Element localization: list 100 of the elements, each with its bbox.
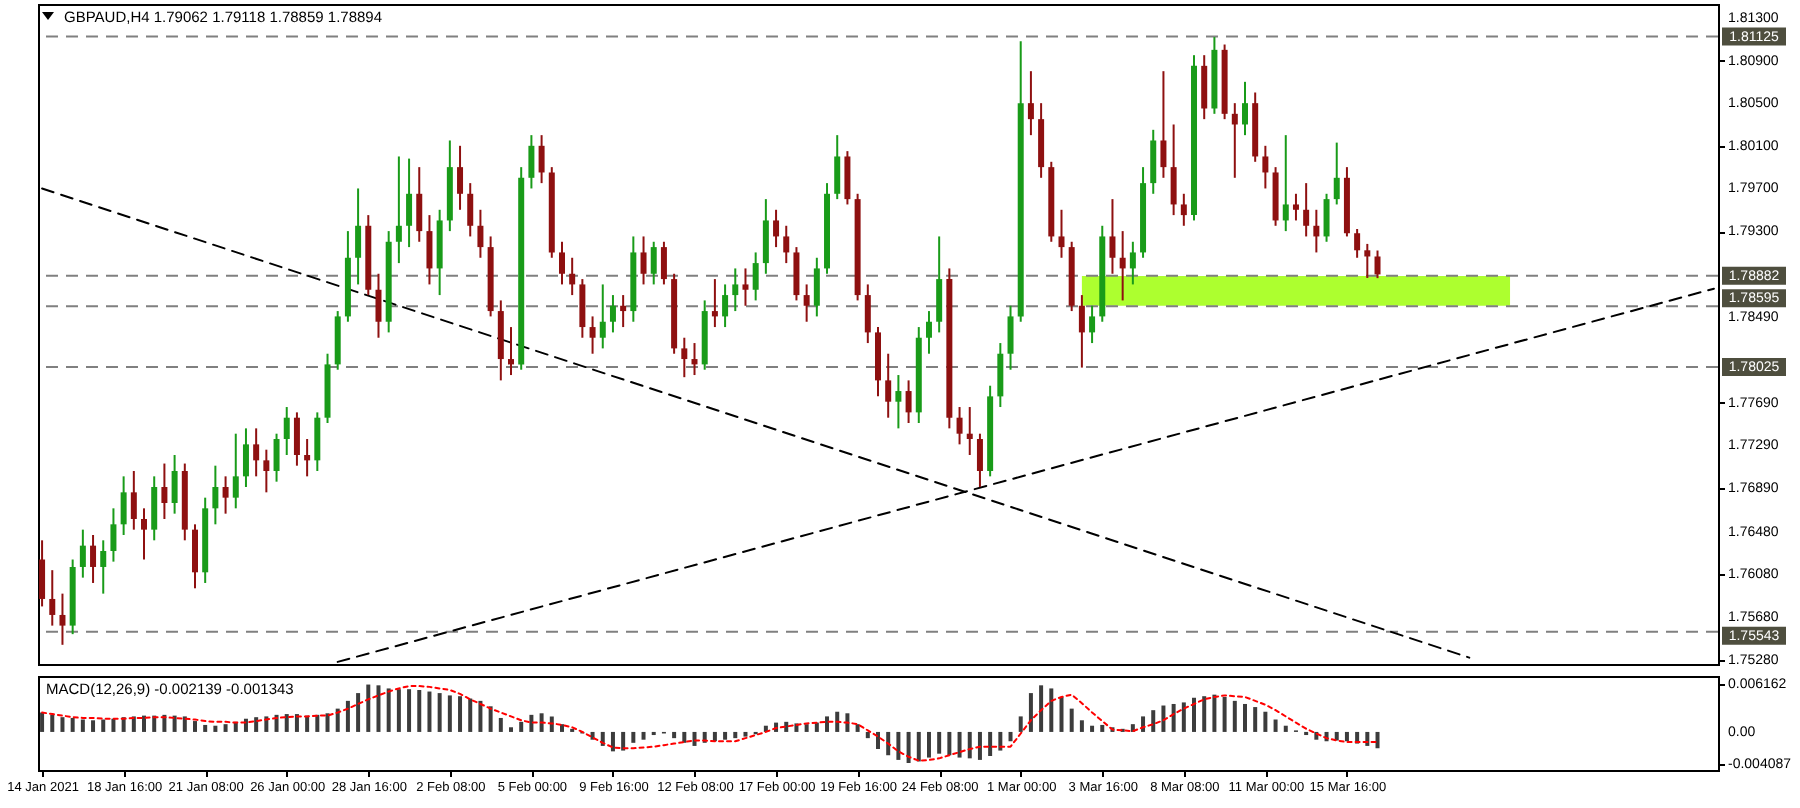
candlestick: [263, 448, 270, 494]
candlestick: [59, 592, 66, 646]
bar: [631, 731, 636, 743]
bar: [458, 696, 463, 732]
bar: [784, 721, 789, 732]
bar: [1263, 711, 1268, 732]
candlestick: [395, 155, 402, 265]
candlestick: [976, 432, 983, 488]
bar: [1018, 716, 1023, 732]
bar: [1202, 696, 1207, 732]
candlestick: [569, 256, 576, 297]
bar: [213, 725, 218, 732]
bar: [142, 715, 147, 732]
bar: [294, 714, 299, 732]
candlestick: [660, 240, 667, 286]
candlestick: [997, 342, 1004, 409]
bar: [896, 731, 901, 760]
candlestick: [161, 462, 168, 520]
bar: [1222, 696, 1227, 732]
candlestick: [242, 427, 249, 488]
bar: [1334, 731, 1339, 741]
bar: [376, 685, 381, 732]
candlestick: [416, 166, 423, 243]
bar: [70, 717, 75, 732]
bar: [1253, 707, 1258, 732]
bar: [284, 714, 289, 732]
bar: [315, 714, 320, 732]
bar: [80, 719, 85, 732]
bar: [417, 689, 422, 732]
bar: [192, 721, 197, 732]
bar: [1069, 708, 1074, 732]
candlestick: [620, 294, 627, 329]
candlestick: [722, 283, 729, 329]
candlestick: [1303, 182, 1310, 238]
bar: [1028, 693, 1033, 732]
bar: [111, 718, 116, 732]
candlestick: [334, 310, 341, 371]
candlestick: [844, 150, 851, 206]
candlestick: [304, 438, 311, 478]
candlestick: [925, 310, 932, 355]
bar: [733, 731, 738, 739]
bar: [519, 721, 524, 732]
bar: [325, 713, 330, 732]
candlestick: [457, 144, 464, 211]
candlestick: [232, 432, 239, 510]
candlestick: [90, 533, 97, 584]
bar: [692, 731, 697, 746]
candlestick: [79, 528, 86, 579]
candlestick: [589, 315, 596, 355]
candlestick: [1231, 102, 1238, 179]
candlestick: [151, 475, 158, 542]
bar: [274, 714, 279, 732]
bar: [50, 714, 55, 732]
bar: [1090, 725, 1095, 732]
candlestick: [314, 411, 321, 473]
bar: [967, 731, 972, 759]
candlestick: [1129, 240, 1136, 286]
candlestick: [650, 240, 657, 286]
candlestick: [497, 299, 504, 382]
candlestick: [130, 470, 137, 531]
bar: [1079, 720, 1084, 732]
bar: [977, 731, 982, 760]
candlestick: [905, 379, 912, 425]
candlestick: [732, 267, 739, 313]
candlestick: [120, 475, 127, 536]
candlestick: [609, 294, 616, 334]
candlestick: [1333, 141, 1340, 206]
bar: [1344, 731, 1349, 742]
bar: [682, 731, 687, 743]
candlestick: [691, 342, 698, 377]
candlestick: [283, 406, 290, 457]
bar: [947, 731, 952, 756]
bar: [1242, 703, 1247, 732]
bar: [835, 711, 840, 732]
bar: [498, 717, 503, 732]
bar: [447, 695, 452, 732]
bar: [366, 684, 371, 732]
candlestick: [375, 272, 382, 339]
bar: [937, 731, 942, 754]
candlestick: [538, 134, 545, 185]
candlestick: [966, 406, 973, 457]
candlestick: [762, 198, 769, 275]
bar: [1039, 685, 1044, 732]
candlestick: [783, 224, 790, 265]
bar: [916, 731, 921, 762]
bar: [1161, 705, 1166, 732]
candlestick: [1241, 80, 1248, 137]
bar: [672, 731, 677, 739]
bar: [386, 688, 391, 732]
bar: [855, 724, 860, 732]
bar: [1008, 731, 1013, 742]
candlestick: [1058, 208, 1065, 259]
bar: [407, 689, 412, 732]
candlestick: [773, 208, 780, 249]
bar: [468, 698, 473, 732]
bar: [40, 712, 45, 732]
candlestick: [508, 326, 515, 377]
candlestick: [1119, 230, 1126, 302]
candlestick: [681, 336, 688, 379]
candlestick: [1109, 198, 1116, 275]
